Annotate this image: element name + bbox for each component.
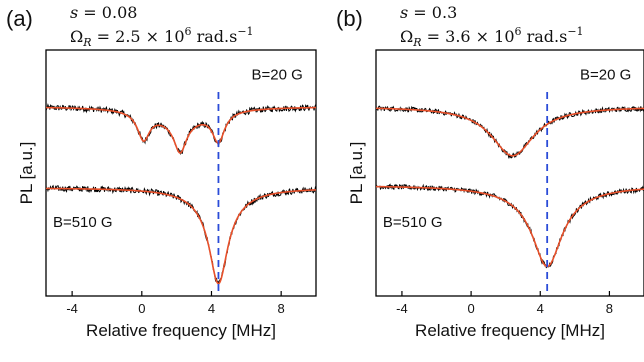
param-s: s = 0.3 (400, 3, 457, 22)
omega-sub: R (412, 36, 421, 49)
fit-curve-b510 (376, 185, 644, 268)
panel-label: (a) (6, 6, 33, 31)
omega-unit-exp: −1 (237, 25, 253, 38)
x-tick-label: 0 (467, 301, 474, 316)
s-value: = 0.3 (408, 3, 457, 22)
plot-area (376, 105, 644, 269)
data-trace-b20 (376, 105, 644, 160)
s-symbol: s (70, 3, 78, 22)
omega-symbol: Ω (70, 27, 83, 46)
fit-curve-b20 (46, 106, 316, 154)
data-trace-b510 (46, 184, 316, 285)
omega-exp: 6 (185, 25, 192, 38)
field-annotation: B=510 G (53, 214, 113, 231)
omega-unit: rad.s (192, 27, 238, 46)
panel-b: (b) s = 0.3 ΩR = 3.6 × 106 rad.s−1 -4 0 4 8Rel… (336, 3, 644, 340)
x-tick-label: 8 (606, 301, 613, 316)
field-annotation: B=510 G (383, 214, 443, 231)
param-omega: ΩR = 2.5 × 106 rad.s−1 (70, 25, 254, 49)
omega-unit-exp: −1 (567, 25, 583, 38)
y-axis-label: PL [a.u.] (17, 142, 36, 205)
param-omega: ΩR = 3.6 × 106 rad.s−1 (400, 25, 584, 49)
plot-area (46, 103, 316, 285)
panel-label: (b) (336, 6, 363, 31)
panel-a: (a) s = 0.08 ΩR = 2.5 × 106 rad.s−1 -4 0 4 8Re… (6, 3, 317, 340)
x-tick-label: 0 (138, 301, 145, 316)
x-tick-label: 4 (537, 301, 544, 316)
data-trace-b510 (376, 183, 644, 269)
omega-exp: 6 (515, 25, 522, 38)
omega-value: = 3.6 × 10 (422, 27, 515, 46)
s-value: = 0.08 (78, 3, 137, 22)
x-tick-label: -4 (396, 301, 408, 316)
fit-curve-b510 (46, 187, 316, 285)
omega-symbol: Ω (400, 27, 413, 46)
x-axis-label: Relative frequency [MHz] (86, 321, 276, 340)
field-annotation: B=20 G (252, 67, 303, 84)
x-tick-label: -4 (66, 301, 78, 316)
omega-value: = 2.5 × 10 (92, 27, 185, 46)
omega-unit: rad.s (522, 27, 568, 46)
omega-sub: R (82, 36, 91, 49)
fit-curve-b20 (376, 107, 644, 157)
y-axis-label: PL [a.u.] (347, 142, 366, 205)
data-trace-b20 (46, 103, 316, 156)
x-tick-label: 8 (278, 301, 285, 316)
field-annotation: B=20 G (580, 67, 631, 84)
plot-frame (375, 49, 644, 297)
x-tick-label: 4 (208, 301, 215, 316)
plot-frame (45, 49, 317, 297)
param-s: s = 0.08 (70, 3, 137, 22)
s-symbol: s (400, 3, 408, 22)
x-axis-label: Relative frequency [MHz] (415, 321, 605, 340)
